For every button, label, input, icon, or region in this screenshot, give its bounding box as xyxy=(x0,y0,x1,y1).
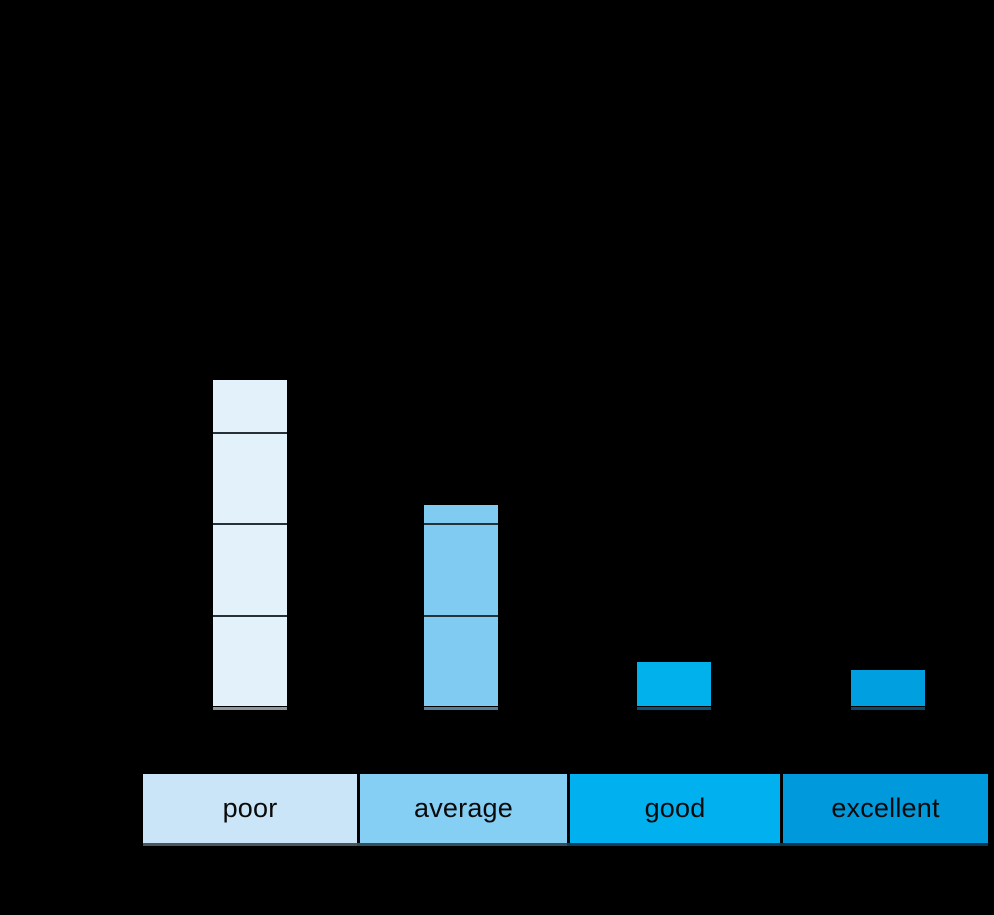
bar-good xyxy=(637,662,711,706)
legend-label-poor: poor xyxy=(222,793,278,823)
legend-label-good: good xyxy=(644,793,706,823)
legend-cell-excellent: excellent xyxy=(780,774,988,843)
bar-baseline-shadow xyxy=(424,707,498,710)
gridline-segment xyxy=(424,614,498,617)
legend-cell-poor: poor xyxy=(143,774,357,843)
gridline-segment xyxy=(213,432,287,435)
legend-label-average: average xyxy=(414,793,513,823)
bar-baseline-shadow xyxy=(213,707,287,710)
bar-excellent xyxy=(851,670,925,706)
legend-cell-average: average xyxy=(357,774,567,843)
gridline-segment xyxy=(213,523,287,526)
legend-cell-good: good xyxy=(567,774,780,843)
bar-baseline-shadow xyxy=(637,707,711,710)
bar-baseline-shadow xyxy=(851,707,925,710)
bar-average xyxy=(424,505,498,706)
legend-label-excellent: excellent xyxy=(831,793,940,823)
bar-poor xyxy=(213,380,287,706)
gridline-segment xyxy=(213,614,287,617)
gridline-segment xyxy=(424,523,498,526)
